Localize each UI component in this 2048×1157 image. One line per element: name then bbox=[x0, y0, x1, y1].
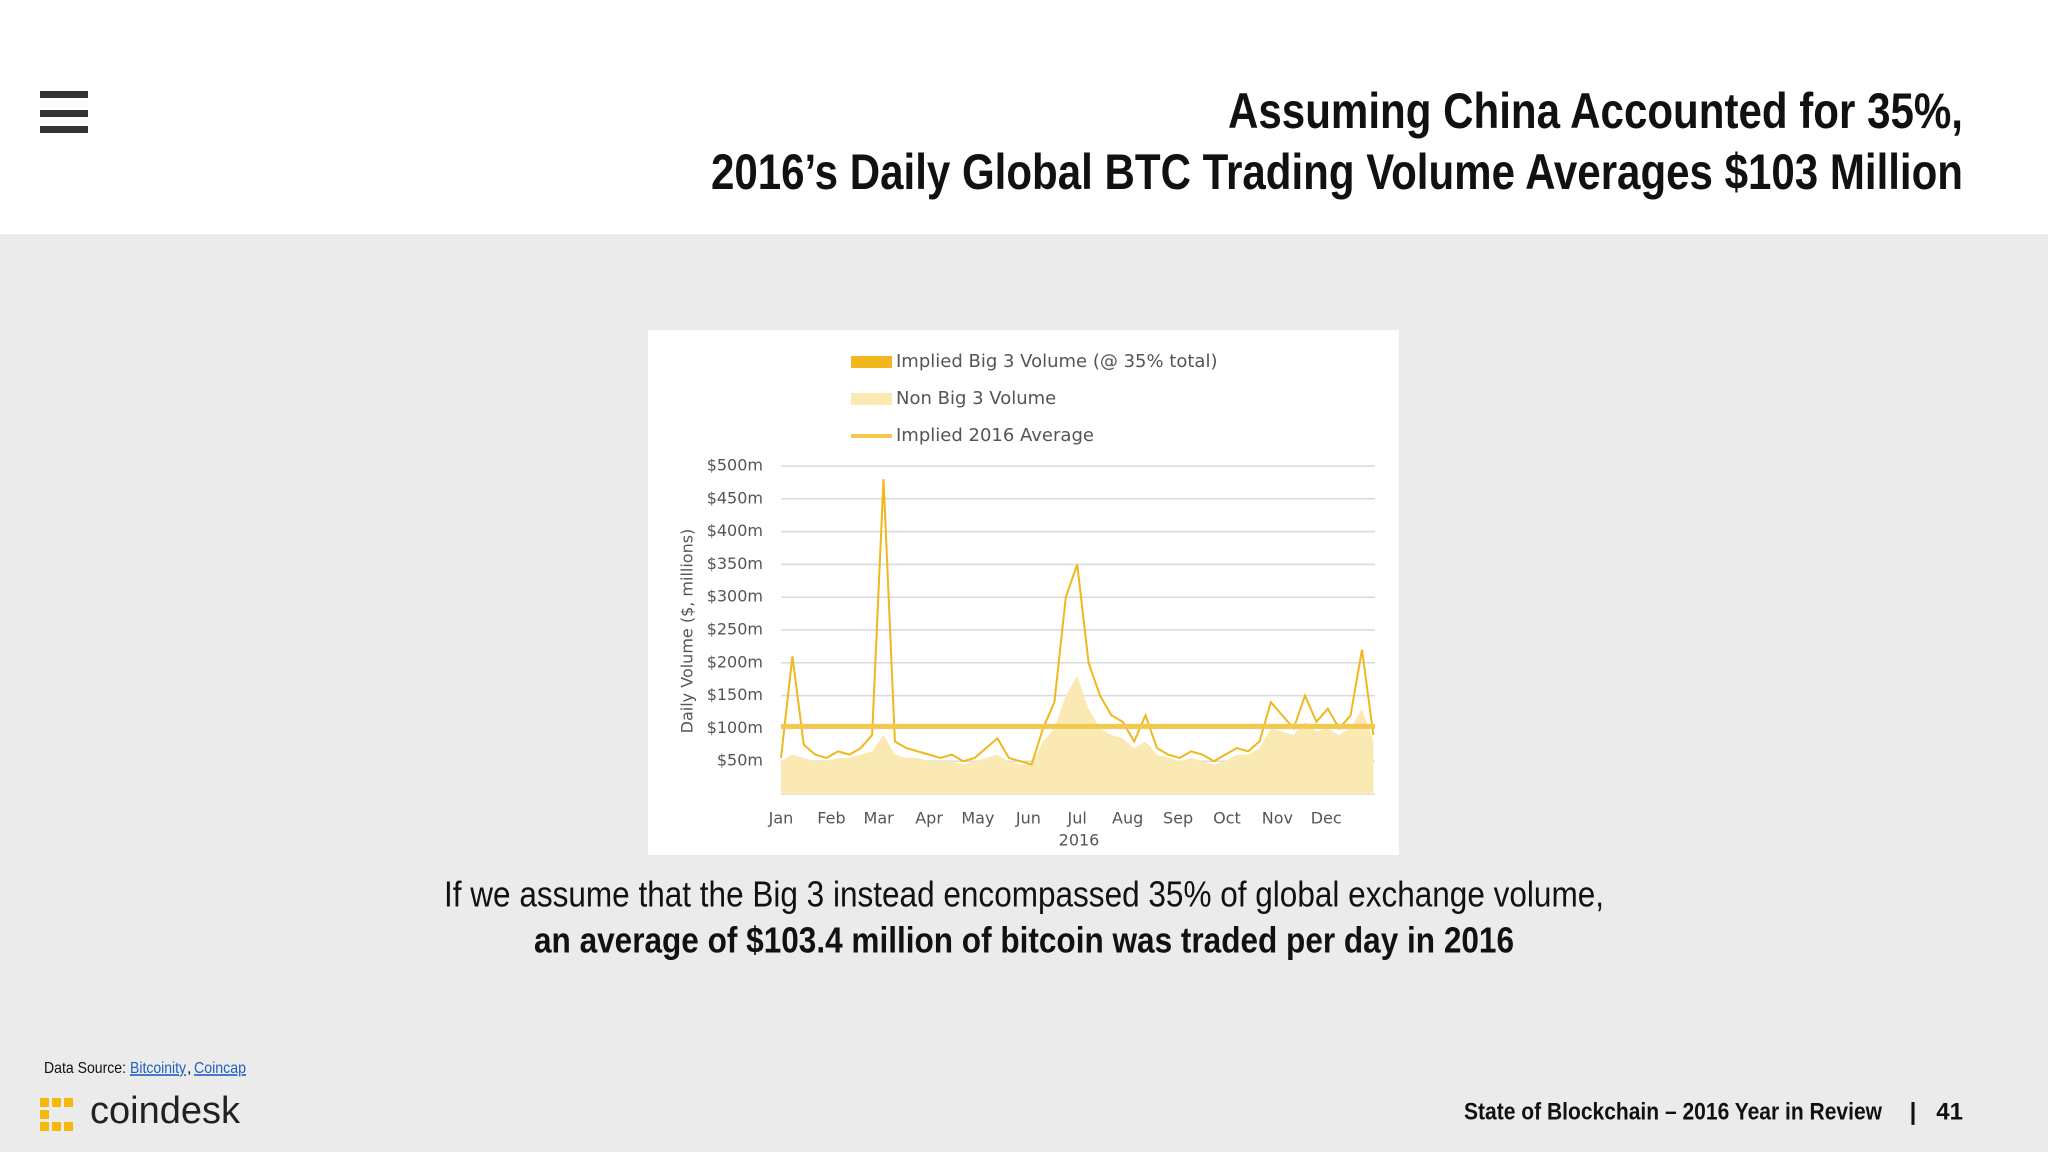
logo-dot bbox=[52, 1122, 61, 1131]
x-tick-label: Nov bbox=[1262, 809, 1293, 828]
menu-bar bbox=[40, 126, 88, 133]
y-tick-label: $350m bbox=[707, 554, 763, 573]
menu-bar bbox=[40, 91, 88, 98]
y-tick-label: $50m bbox=[717, 751, 763, 770]
title-line: Assuming China Accounted for 35%, bbox=[1228, 83, 1963, 139]
y-tick-label: $150m bbox=[707, 685, 763, 704]
y-tick-label: $250m bbox=[707, 620, 763, 639]
page-number: 41 bbox=[1936, 1098, 1963, 1125]
x-tick-label: Oct bbox=[1213, 809, 1241, 828]
x-tick-label: Jan bbox=[768, 809, 794, 828]
title-line: 2016’s Daily Global BTC Trading Volume A… bbox=[711, 144, 1963, 200]
y-tick-label: $200m bbox=[707, 652, 763, 671]
x-tick-label: Apr bbox=[915, 809, 943, 828]
source-link[interactable]: Bitcoinity bbox=[130, 1060, 186, 1077]
legend-label: Implied 2016 Average bbox=[896, 425, 1094, 446]
y-tick-label: $500m bbox=[707, 456, 763, 475]
x-axis-label: 2016 bbox=[1059, 831, 1100, 850]
y-tick-label: $450m bbox=[707, 488, 763, 507]
caption-emphasis: an average of $103.4 million of bitcoin … bbox=[534, 920, 1514, 961]
divider: | bbox=[1910, 1098, 1917, 1125]
logo-dot bbox=[40, 1110, 49, 1119]
x-tick-label: Jul bbox=[1067, 809, 1087, 828]
x-tick-label: Feb bbox=[817, 809, 845, 828]
logo-dot bbox=[40, 1098, 49, 1107]
x-tick-label: Mar bbox=[864, 809, 895, 828]
source-separator: , bbox=[187, 1060, 191, 1077]
x-tick-label: Jun bbox=[1015, 809, 1041, 828]
chart: $50m $100m $150m $200m $250m $300m $350m $400m $… bbox=[678, 351, 1375, 850]
legend-label: Non Big 3 Volume bbox=[896, 388, 1056, 409]
caption: If we assume that the Big 3 instead enco… bbox=[444, 874, 1604, 915]
logo-dot bbox=[52, 1098, 61, 1107]
header-band bbox=[0, 0, 2048, 234]
x-tick-label: Sep bbox=[1163, 809, 1193, 828]
legend-swatch bbox=[851, 393, 892, 405]
legend-label: Implied Big 3 Volume (@ 35% total) bbox=[896, 351, 1218, 372]
y-tick-label: $100m bbox=[707, 718, 763, 737]
legend-swatch bbox=[851, 356, 892, 368]
area bbox=[781, 675, 1374, 794]
x-tick-label: Dec bbox=[1311, 809, 1342, 828]
logo-dot bbox=[64, 1098, 73, 1107]
logo-text: coindesk bbox=[90, 1090, 241, 1132]
x-tick-label: Aug bbox=[1112, 809, 1143, 828]
source-label: Data Source: bbox=[44, 1060, 126, 1077]
y-tick-label: $300m bbox=[707, 587, 763, 606]
y-axis-label: Daily Volume ($, millions) bbox=[678, 529, 697, 734]
x-tick-label: May bbox=[961, 809, 994, 828]
line bbox=[780, 479, 1375, 766]
report-name: State of Blockchain – 2016 Year in Revie… bbox=[1464, 1098, 1882, 1125]
logo-dot bbox=[40, 1122, 49, 1131]
source-link[interactable]: Coincap bbox=[194, 1060, 246, 1077]
logo-dot bbox=[64, 1122, 73, 1131]
menu-icon[interactable] bbox=[40, 91, 88, 133]
menu-bar bbox=[40, 110, 88, 117]
logo-icon bbox=[40, 1098, 73, 1131]
y-tick-label: $400m bbox=[707, 521, 763, 540]
